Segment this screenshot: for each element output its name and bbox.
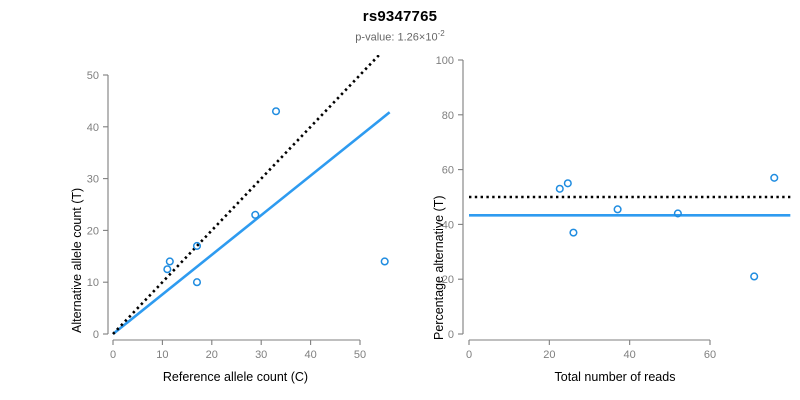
right-data-point	[673, 209, 682, 218]
right-data-point	[613, 205, 622, 214]
left-data-layer	[112, 55, 391, 336]
left-data-point	[380, 257, 389, 266]
right-data-point	[750, 272, 759, 281]
left-x-tick-label: 10	[156, 349, 168, 361]
right-x-tick-label: 40	[624, 349, 636, 361]
left-x-tick-label: 20	[206, 349, 218, 361]
left-y-tick-label: 0	[93, 329, 99, 341]
pvalue-subtitle: p-value: 1.26×10-2	[0, 29, 800, 44]
pvalue-text: p-value: 1.26×10	[355, 31, 438, 44]
left-data-point	[192, 241, 202, 250]
left-y-tick-label: 40	[87, 122, 99, 134]
pvalue-exponent: -2	[437, 29, 445, 38]
right-y-tick-label: 40	[442, 219, 454, 231]
left-panel: 0 10 20 30 40 50 0 10 20 30 40 50	[87, 55, 391, 361]
left-data-point	[192, 278, 202, 287]
right-y-tick-label: 20	[442, 274, 454, 286]
right-y-axis-title: Percentage alternative (T)	[432, 195, 446, 340]
left-data-point	[165, 257, 174, 266]
left-fit-line	[112, 111, 391, 336]
left-x-tick-label: 50	[354, 349, 366, 361]
right-data-point	[555, 184, 564, 193]
left-y-tick-label: 30	[87, 174, 99, 186]
right-y-tick-label: 0	[448, 329, 454, 341]
figure-header: rs9347765 p-value: 1.26×10-2	[0, 0, 800, 44]
left-data-point	[163, 265, 172, 274]
left-x-tick-label: 0	[110, 349, 116, 361]
right-y-tick-label: 60	[442, 165, 454, 177]
right-data-point	[569, 228, 578, 237]
right-data-layer	[469, 173, 791, 281]
left-y-tick-label: 20	[87, 225, 99, 237]
left-x-axis-title: Reference allele count (C)	[162, 370, 309, 384]
right-x-tick-label: 60	[704, 349, 716, 361]
left-y-tick-label: 10	[87, 277, 99, 289]
right-x-axis-title: Total number of reads	[554, 370, 676, 384]
left-y-tick-label: 50	[87, 70, 99, 82]
right-y-tick-label: 80	[442, 110, 454, 122]
left-y-axis-title: Alternative allele count (T)	[70, 187, 84, 333]
right-panel: 0 20 40 60 0 20 40 60 80 100	[436, 55, 791, 361]
left-x-tick-label: 40	[304, 349, 316, 361]
page-title: rs9347765	[362, 8, 438, 25]
right-x-tick-label: 0	[466, 349, 472, 361]
left-data-point	[251, 210, 260, 219]
left-reference-line	[112, 55, 381, 335]
right-y-tick-label: 100	[436, 55, 454, 67]
left-x-tick-label: 30	[255, 349, 267, 361]
right-data-point	[770, 173, 779, 182]
right-x-tick-label: 20	[543, 349, 555, 361]
left-data-point	[271, 107, 281, 116]
right-data-point	[563, 179, 572, 188]
